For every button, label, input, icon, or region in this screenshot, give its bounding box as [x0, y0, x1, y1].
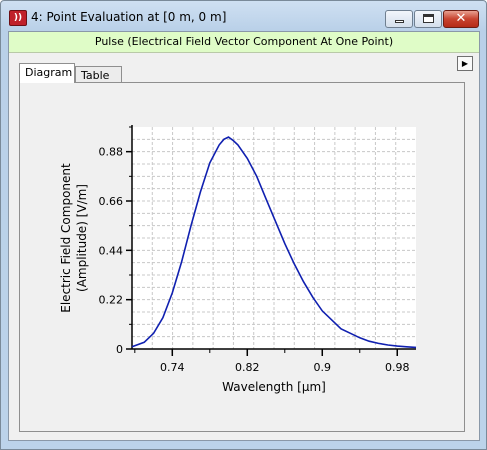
close-icon: ✕	[455, 11, 467, 26]
maximize-button[interactable]	[414, 10, 442, 28]
y-axis-label-line1: Electric Field Component	[59, 163, 73, 313]
app-logo-icon[interactable]: ))	[9, 10, 27, 26]
y-tick-label: 0.44	[99, 244, 124, 257]
y-tick-label: 0	[116, 343, 123, 356]
tab-table[interactable]: Table	[75, 66, 122, 83]
maximize-icon	[423, 14, 434, 23]
window-content: Pulse (Electrical Field Vector Component…	[8, 31, 480, 441]
y-tick-label: 0.88	[99, 146, 124, 159]
x-tick-label: 0.82	[235, 361, 259, 374]
series-line[interactable]	[131, 136, 417, 349]
x-tick-label: 0.74	[160, 361, 185, 374]
y-tick-label: 0.66	[99, 195, 124, 208]
right-arrow-icon: ▶	[461, 59, 469, 68]
panel-menu-button[interactable]: ▶	[457, 56, 473, 71]
minimize-icon	[395, 20, 404, 23]
x-tick-label: 0.98	[385, 361, 410, 374]
minimize-button[interactable]	[385, 10, 413, 28]
title-bar[interactable]: )) 4: Point Evaluation at [0 m, 0 m] ✕	[1, 1, 486, 31]
window-title: 4: Point Evaluation at [0 m, 0 m]	[31, 10, 227, 24]
pulse-header: Pulse (Electrical Field Vector Component…	[9, 32, 479, 53]
y-tick-label: 0.22	[99, 294, 124, 307]
x-axis-label: Wavelength [µm]	[222, 380, 326, 394]
diagram-panel: 0 0.22 0.44 0.66 0.88 0.74 0.82 0.9 0.98 Waveleng…	[19, 82, 465, 432]
y-axis-label-line2: (Amplitude) [V/m]	[75, 184, 89, 292]
close-button[interactable]: ✕	[443, 10, 479, 28]
line-chart[interactable]: 0 0.22 0.44 0.66 0.88 0.74 0.82 0.9 0.98 Waveleng…	[20, 83, 464, 431]
x-tick-label: 0.9	[314, 361, 332, 374]
tab-diagram[interactable]: Diagram	[19, 63, 75, 83]
